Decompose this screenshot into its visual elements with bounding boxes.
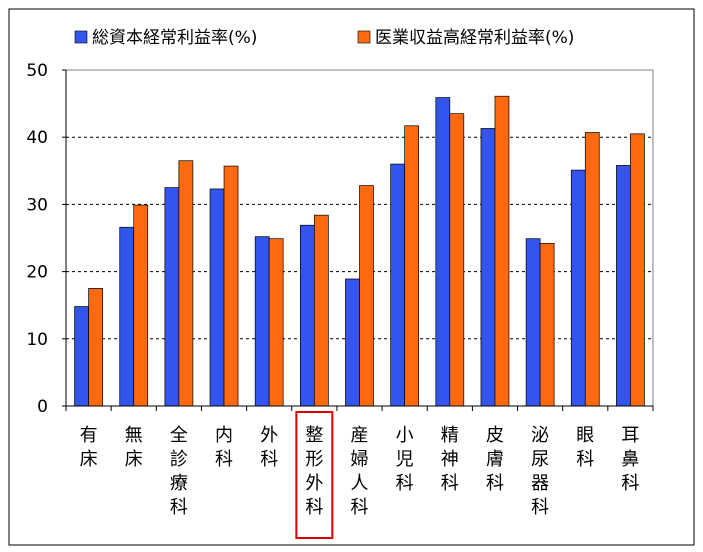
bar-series1 (345, 278, 360, 407)
x-category-label: 有床 (80, 425, 98, 470)
x-category-char: 無 (125, 425, 143, 446)
bar-series2 (630, 133, 645, 407)
x-category-char: 外 (260, 425, 278, 446)
bar-series1 (209, 188, 225, 407)
bar-series1 (390, 163, 406, 407)
x-category-char: 科 (215, 449, 233, 470)
x-category-char: 科 (486, 473, 504, 494)
bar-series2 (494, 95, 510, 407)
x-category-char: 形 (305, 449, 323, 470)
legend-label-2: 医業収益高経常利益率(%) (375, 28, 574, 48)
bar-series1 (525, 238, 541, 407)
x-category-char: 科 (621, 473, 639, 494)
x-category-char: 婦 (351, 449, 369, 470)
y-tick-label: 10 (26, 330, 48, 350)
bar-series1 (570, 169, 586, 407)
x-category-char: 膚 (486, 449, 504, 470)
x-category-label: 外科 (260, 425, 278, 470)
bar-series2 (178, 160, 194, 407)
x-category-char: 耳 (621, 425, 639, 446)
bar-series2 (88, 288, 103, 407)
x-category-char: 神 (441, 449, 459, 470)
bar-series2 (584, 132, 600, 407)
x-category-char: 人 (351, 473, 369, 494)
legend-label-1: 総資本経常利益率(%) (92, 28, 257, 48)
x-category-char: 眼 (576, 425, 594, 446)
bar-series2 (449, 113, 465, 407)
x-category-char: 療 (170, 473, 188, 494)
legend-swatch-1 (74, 30, 88, 44)
x-category-label: 皮膚科 (486, 425, 504, 494)
x-category-char: 科 (260, 449, 278, 470)
y-tick-label: 20 (26, 263, 48, 283)
x-category-char: 科 (351, 497, 369, 518)
x-category-char: 皮 (486, 425, 504, 446)
bar-series2 (223, 165, 239, 407)
x-category-char: 尿 (531, 449, 549, 470)
bar-series1 (299, 224, 315, 407)
bar-series1 (254, 236, 270, 407)
y-tick-label: 50 (26, 61, 48, 81)
bar-series1 (119, 226, 135, 407)
legend-swatch-2 (357, 30, 371, 44)
bar-series1 (164, 187, 180, 407)
bar-series1 (480, 128, 496, 407)
bar-series2 (133, 204, 149, 407)
x-category-label: 小児科 (396, 425, 414, 494)
x-category-label: 内科 (215, 425, 233, 470)
bar-series2 (404, 125, 420, 407)
x-category-char: 科 (305, 497, 323, 518)
x-category-char: 精 (441, 425, 459, 446)
x-category-char: 有 (80, 425, 98, 446)
x-category-char: 整 (305, 425, 323, 446)
legend: 総資本経常利益率(%) 医業収益高経常利益率(%) (74, 28, 574, 48)
highlight-box (295, 411, 334, 539)
x-category-char: 科 (531, 497, 549, 518)
bar-series1 (74, 306, 89, 407)
gridlines (66, 136, 653, 340)
bar-series1 (616, 165, 631, 407)
x-category-char: 全 (170, 425, 188, 446)
x-category-char: 床 (80, 449, 98, 470)
x-category-char: 泌 (531, 425, 549, 446)
x-category-label: 耳鼻科 (621, 425, 639, 494)
x-category-char: 外 (305, 473, 323, 494)
x-category-char: 科 (441, 473, 459, 494)
x-category-char: 産 (351, 425, 369, 446)
x-category-label: 眼科 (576, 425, 594, 470)
bar-series2 (539, 243, 555, 407)
x-category-char: 床 (125, 449, 143, 470)
y-tick-label: 0 (37, 397, 48, 417)
x-category-label: 無床 (125, 425, 143, 470)
x-category-char: 内 (215, 425, 233, 446)
x-category-char: 科 (170, 497, 188, 518)
x-category-char: 器 (531, 473, 549, 494)
bar-series1 (435, 97, 451, 407)
x-category-label: 精神科 (441, 425, 459, 494)
y-tick-label: 40 (26, 128, 48, 148)
x-category-char: 診 (170, 449, 188, 470)
bar-series2 (359, 185, 374, 407)
x-category-char: 小 (396, 425, 414, 446)
bar-series2 (268, 238, 284, 407)
bar-series2 (313, 214, 329, 407)
x-category-char: 児 (396, 449, 414, 470)
x-category-char: 鼻 (621, 449, 639, 470)
x-category-char: 科 (576, 449, 594, 470)
bars (74, 95, 645, 407)
y-tick-label: 30 (26, 195, 48, 215)
y-axis: 0 10 20 30 40 50 (26, 61, 67, 417)
x-category-char: 科 (396, 473, 414, 494)
